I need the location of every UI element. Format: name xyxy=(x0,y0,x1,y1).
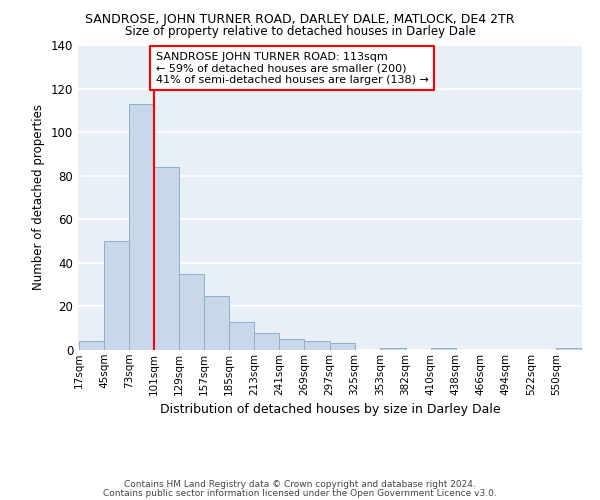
Bar xyxy=(104,241,129,350)
Text: Contains public sector information licensed under the Open Government Licence v3: Contains public sector information licen… xyxy=(103,488,497,498)
Bar xyxy=(229,322,254,350)
Bar xyxy=(179,274,204,350)
X-axis label: Distribution of detached houses by size in Darley Dale: Distribution of detached houses by size … xyxy=(160,403,500,416)
Bar xyxy=(79,342,104,350)
Bar xyxy=(280,339,304,350)
Y-axis label: Number of detached properties: Number of detached properties xyxy=(32,104,45,290)
Bar xyxy=(431,348,456,350)
Bar xyxy=(556,348,581,350)
Text: Contains HM Land Registry data © Crown copyright and database right 2024.: Contains HM Land Registry data © Crown c… xyxy=(124,480,476,489)
Text: SANDROSE, JOHN TURNER ROAD, DARLEY DALE, MATLOCK, DE4 2TR: SANDROSE, JOHN TURNER ROAD, DARLEY DALE,… xyxy=(85,12,515,26)
Bar xyxy=(129,104,154,350)
Bar xyxy=(254,332,280,350)
Bar xyxy=(154,167,179,350)
Text: Size of property relative to detached houses in Darley Dale: Size of property relative to detached ho… xyxy=(125,25,475,38)
Text: SANDROSE JOHN TURNER ROAD: 113sqm
← 59% of detached houses are smaller (200)
41%: SANDROSE JOHN TURNER ROAD: 113sqm ← 59% … xyxy=(156,52,429,84)
Bar xyxy=(304,342,329,350)
Bar xyxy=(329,344,355,350)
Bar xyxy=(204,296,229,350)
Bar xyxy=(380,348,406,350)
